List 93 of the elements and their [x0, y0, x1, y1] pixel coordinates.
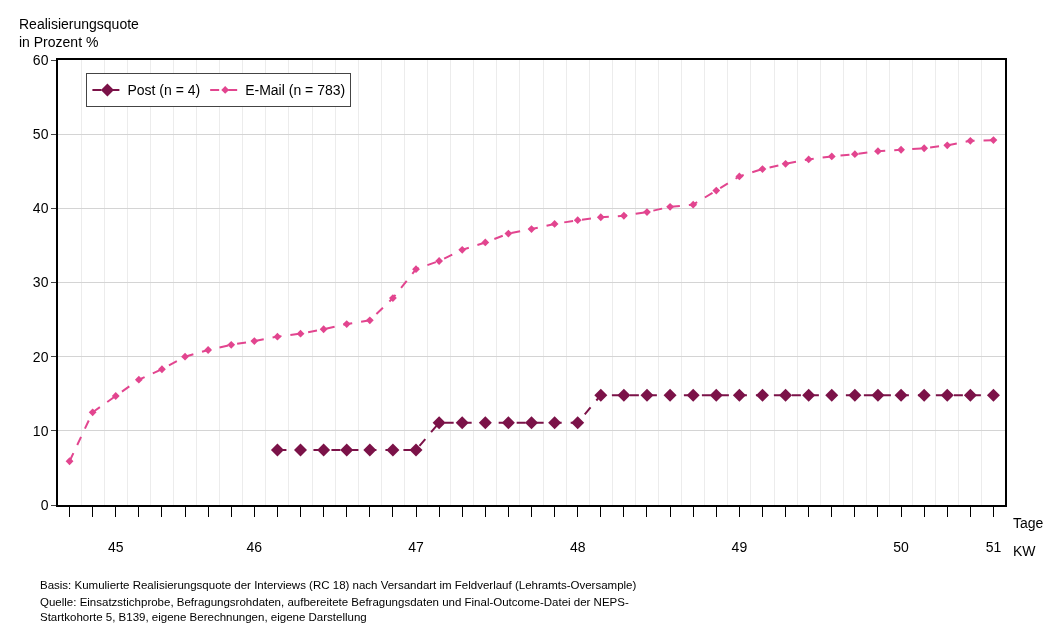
point [986, 388, 1000, 402]
text: KW [1013, 543, 1037, 559]
point [617, 388, 631, 402]
point [571, 416, 585, 430]
point [501, 416, 515, 430]
x-tick-label: 48 [569, 538, 586, 555]
point [319, 325, 328, 334]
x-tick-label: 46 [246, 538, 263, 555]
point [504, 229, 513, 238]
point [363, 443, 377, 457]
point [88, 408, 97, 417]
point [804, 155, 813, 164]
point [478, 416, 492, 430]
y-tick-label: 10 [32, 422, 49, 439]
x-tick-label: 47 [408, 538, 425, 555]
text: Basis: Kumulierte Realisierungsquote der Interviews (RC 18) nach Versandart im Feldverlauf (Lehramts-Oversample) [40, 579, 637, 591]
point [527, 225, 536, 233]
point [825, 388, 839, 402]
point [204, 346, 213, 354]
point [273, 332, 282, 341]
point [963, 388, 977, 402]
y-tick-label: 60 [32, 51, 49, 68]
legend-label: Post (n = 4) [127, 82, 201, 99]
point [435, 257, 444, 265]
x-tick-label: 51 [985, 538, 1002, 555]
point [943, 141, 952, 150]
point [550, 220, 559, 228]
point [732, 388, 746, 402]
point [227, 340, 236, 349]
point [412, 265, 420, 274]
point [317, 443, 331, 457]
point [666, 202, 674, 211]
point [458, 245, 467, 254]
point [779, 388, 793, 402]
point [940, 388, 954, 402]
point [548, 416, 562, 430]
point [65, 457, 74, 466]
point [432, 416, 446, 430]
x-tick-label: 45 [107, 538, 124, 555]
point [594, 388, 608, 402]
point [802, 388, 816, 402]
y-tick-label: 50 [32, 126, 49, 143]
point [296, 329, 305, 338]
x-axis-title: Tage [1013, 515, 1044, 531]
point [134, 375, 143, 384]
point [989, 136, 998, 144]
point [340, 443, 354, 457]
y-tick-label: 0 [40, 496, 49, 513]
point [640, 388, 654, 402]
point [455, 416, 469, 430]
legend-label: E-Mail (n = 783) [245, 82, 346, 99]
point [758, 165, 767, 173]
point [181, 352, 189, 361]
point [389, 294, 397, 302]
point [596, 213, 605, 222]
point [917, 388, 931, 402]
point [619, 211, 628, 220]
point [894, 388, 908, 402]
point [525, 416, 538, 430]
x-tick-label: 49 [731, 538, 748, 555]
point [250, 337, 259, 345]
point [294, 443, 308, 457]
y-tick-label: 20 [32, 348, 49, 365]
point [386, 443, 400, 457]
point [897, 145, 905, 154]
point [409, 443, 423, 457]
point [689, 200, 698, 209]
source-note: Quelle: Einsatzstichprobe, Befragungsrohdaten, aufbereitete Befragungsdaten und Final-Outcome-Datei der NEPS- Startkohorte 5, B139, eigene Berechnungen, eigene Darstellung [40, 596, 629, 623]
point [755, 388, 769, 402]
point [874, 147, 882, 156]
point [848, 388, 862, 402]
point [111, 392, 120, 400]
point [573, 216, 582, 225]
point [365, 316, 374, 325]
point [735, 172, 744, 181]
point [827, 152, 836, 161]
point [709, 388, 723, 402]
point [781, 159, 790, 168]
point [663, 388, 677, 402]
y-axis-title: Realisierungsquote in Prozent % [19, 16, 140, 51]
y-tick-label: 30 [32, 274, 49, 291]
point [871, 388, 885, 402]
point [920, 144, 929, 153]
point [850, 150, 859, 159]
point [481, 238, 490, 247]
point [966, 136, 975, 145]
point [686, 388, 700, 402]
x-tick-label: 50 [893, 538, 910, 555]
y-tick-label: 40 [32, 200, 49, 217]
point [158, 365, 166, 374]
point [712, 186, 721, 195]
point [270, 443, 284, 457]
point [342, 320, 351, 328]
